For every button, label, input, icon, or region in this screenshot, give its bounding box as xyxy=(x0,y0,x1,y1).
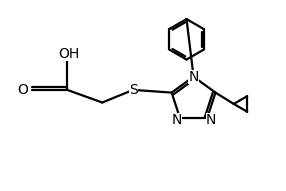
Text: N: N xyxy=(171,113,182,127)
Text: S: S xyxy=(129,83,138,97)
Text: N: N xyxy=(206,113,216,127)
Text: O: O xyxy=(17,83,28,97)
Text: OH: OH xyxy=(58,47,79,61)
Text: N: N xyxy=(188,70,199,84)
